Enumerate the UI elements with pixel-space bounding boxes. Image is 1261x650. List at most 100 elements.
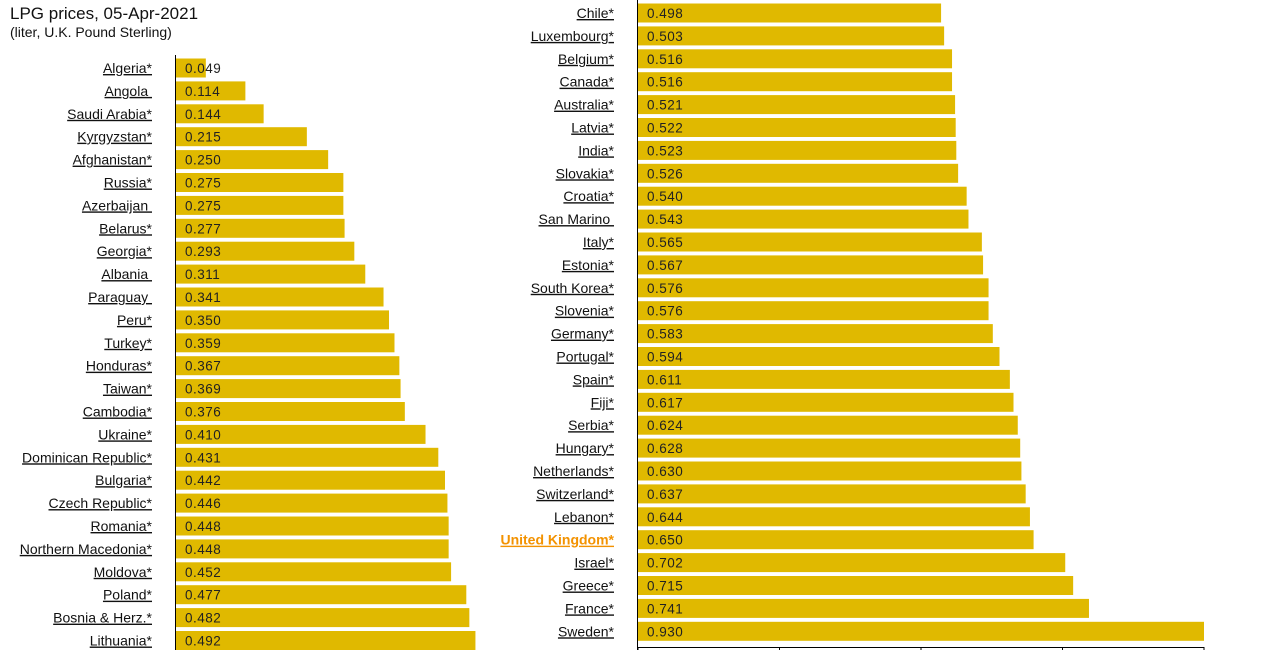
bar-value-label: 0.715 [647,579,683,594]
country-link[interactable]: France* [565,600,615,616]
bar [638,484,1026,504]
bar [176,264,366,284]
country-link[interactable]: Israel* [574,555,614,571]
bar [638,392,1014,412]
bar-value-label: 0.741 [647,601,683,616]
country-link[interactable]: Dominican Republic* [22,449,153,465]
country-link[interactable]: United Kingdom* [500,532,614,548]
bar-value-label: 0.293 [185,244,221,259]
country-link[interactable]: Kyrgyzstan* [77,129,152,145]
country-link[interactable]: Canada* [560,74,615,90]
bar-value-label: 0.650 [647,533,683,548]
bar [176,127,307,147]
bar [638,255,984,275]
country-link[interactable]: Fiji* [591,394,615,410]
bar-value-label: 0.452 [185,565,221,580]
bar [638,232,982,252]
country-link[interactable]: Cambodia* [83,404,153,420]
country-link[interactable]: Bosnia & Herz.* [53,610,152,626]
bar-value-label: 0.477 [185,588,221,603]
bar-value-label: 0.410 [185,427,221,442]
country-link[interactable]: Taiwan* [103,381,153,397]
country-link[interactable]: Paraguay [88,289,152,305]
bar-value-label: 0.644 [647,510,683,525]
country-link[interactable]: India* [578,142,614,158]
bar [176,195,344,215]
bar [638,163,959,183]
country-link[interactable]: Romania* [91,518,153,534]
country-link[interactable]: Slovakia* [556,165,615,181]
country-link[interactable]: Azerbaijan [82,197,152,213]
country-link[interactable]: Chile* [577,5,615,21]
bar [176,218,345,238]
country-link[interactable]: Hungary* [556,440,615,456]
country-link[interactable]: Belarus* [99,220,152,236]
country-link[interactable]: Estonia* [562,257,615,273]
bar-value-label: 0.367 [185,359,221,374]
country-link[interactable]: Georgia* [97,243,153,259]
country-link[interactable]: South Korea* [531,280,615,296]
country-link[interactable]: Portugal* [556,349,614,365]
country-link[interactable]: Moldova* [94,564,153,580]
country-link[interactable]: Slovenia* [555,303,615,319]
country-link[interactable]: Ukraine* [98,426,152,442]
bar [176,608,470,628]
country-link[interactable]: Luxembourg* [531,28,615,44]
country-link[interactable]: Turkey* [104,335,152,351]
bar [176,631,476,650]
country-link[interactable]: Poland* [103,587,153,603]
country-link[interactable]: Italy* [583,234,615,250]
bar-value-label: 0.350 [185,313,221,328]
country-link[interactable]: Northern Macedonia* [20,541,153,557]
bar-value-label: 0.369 [185,382,221,397]
country-link[interactable]: Angola [105,83,152,99]
country-link[interactable]: Lebanon* [554,509,615,525]
country-link[interactable]: Serbia* [568,417,614,433]
bar-value-label: 0.359 [185,336,221,351]
country-link[interactable]: Belgium* [558,51,615,67]
bar [638,347,1000,366]
bar-value-label: 0.341 [185,290,221,305]
bar-value-label: 0.565 [647,235,683,250]
country-link[interactable]: Croatia* [563,188,614,204]
country-link[interactable]: Spain* [573,371,615,387]
bar [638,49,953,69]
bar [176,150,329,170]
bar [638,118,956,137]
bar [176,173,344,192]
country-link[interactable]: Bulgaria* [95,472,152,488]
bar-value-label: 0.311 [185,267,220,282]
bar-value-label: 0.576 [647,281,683,296]
country-link[interactable]: San Marino [539,211,614,227]
country-link[interactable]: Germany* [551,326,615,342]
country-link[interactable]: Algeria* [103,60,153,76]
country-link[interactable]: Peru* [117,312,153,328]
bar-value-label: 0.521 [647,98,683,113]
bar-value-label: 0.526 [647,166,683,181]
country-link[interactable]: Saudi Arabia* [67,106,152,122]
bar [638,415,1018,435]
country-link[interactable]: Honduras* [86,358,153,374]
country-link[interactable]: Greece* [563,578,615,594]
bar-value-label: 0.624 [647,418,683,433]
bar-value-label: 0.277 [185,221,221,236]
country-link[interactable]: Switzerland* [536,486,614,502]
country-link[interactable]: Netherlands* [533,463,614,479]
bar-value-label: 0.144 [185,107,221,122]
bar-value-label: 0.567 [647,258,683,273]
chart-subtitle: (liter, U.K. Pound Sterling) [10,24,172,40]
bar-value-label: 0.446 [185,496,221,511]
bar-value-label: 0.275 [185,176,221,191]
bar-value-label: 0.583 [647,327,683,342]
country-link[interactable]: Latvia* [571,120,614,136]
country-link[interactable]: Albania [101,266,152,282]
bar-value-label: 0.442 [185,473,221,488]
country-link[interactable]: Australia* [554,97,614,113]
country-link[interactable]: Sweden* [558,623,615,639]
country-link[interactable]: Afghanistan* [73,152,153,168]
country-link[interactable]: Russia* [104,175,153,191]
bar [638,278,989,298]
country-link[interactable]: Czech Republic* [49,495,153,511]
bar-value-label: 0.594 [647,350,683,365]
country-link[interactable]: Lithuania* [90,633,153,649]
